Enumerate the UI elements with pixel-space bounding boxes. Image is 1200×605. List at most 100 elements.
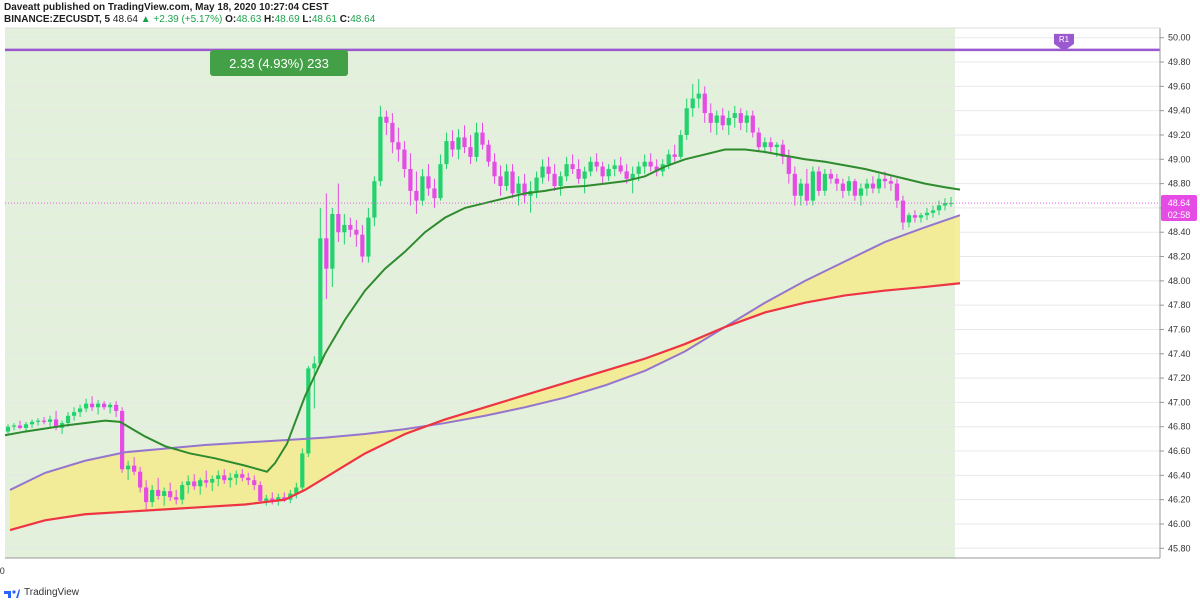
candle-body	[768, 142, 773, 148]
high-label: H:	[264, 14, 275, 25]
candle-body	[252, 480, 257, 486]
candle-body	[918, 215, 924, 218]
candle-body	[390, 122, 395, 143]
candle-body	[480, 132, 485, 145]
candle-body	[846, 181, 851, 191]
candle-body	[276, 497, 281, 501]
candle-body	[816, 171, 821, 191]
candle-body	[636, 166, 641, 174]
candle-body	[534, 177, 539, 191]
candle-body	[342, 224, 347, 233]
candle-body	[438, 164, 443, 199]
y-tick-label: 47.60	[1168, 324, 1191, 334]
y-tick-label: 47.00	[1168, 397, 1191, 407]
lower-band-line	[9, 282, 961, 532]
candle-body	[726, 117, 731, 126]
candle-body	[822, 173, 827, 191]
price-tag-box	[1161, 195, 1197, 222]
candle-body	[180, 485, 185, 500]
candle-body	[95, 403, 101, 408]
countdown-label: 02:58	[1168, 210, 1191, 220]
candle-body	[126, 465, 131, 470]
y-tick-label: 46.20	[1168, 495, 1191, 505]
measure-label-box	[210, 50, 348, 76]
candle-body	[492, 161, 497, 177]
upper-band-line	[9, 214, 961, 491]
y-tick-label: 48.40	[1168, 227, 1191, 237]
x-tick-label: 23:00	[0, 566, 5, 576]
candle-body	[936, 205, 942, 211]
candle-body	[576, 169, 581, 179]
candle-body	[282, 497, 287, 500]
candle-body	[306, 368, 311, 454]
candle-body	[474, 132, 479, 157]
candle-body	[150, 489, 155, 503]
candle-body	[516, 183, 521, 194]
candle-body	[942, 203, 948, 206]
candle-body	[450, 141, 455, 150]
candle-body	[396, 142, 401, 150]
open-value: 48.63	[236, 14, 262, 25]
candle-body	[23, 424, 29, 428]
candle-body	[900, 200, 906, 223]
candle-body	[222, 475, 227, 481]
candle-body	[408, 169, 413, 191]
price-change: ▲ +2.39 (+5.17%)	[140, 14, 223, 25]
r1-label: R1	[1059, 35, 1070, 44]
y-tick-label: 49.20	[1168, 130, 1191, 140]
candle-body	[324, 238, 329, 269]
y-tick-label: 45.80	[1168, 543, 1191, 553]
candle-body	[582, 171, 587, 179]
candle-body	[114, 404, 119, 411]
candle-body	[786, 156, 791, 174]
candle-body	[690, 98, 695, 109]
candle-body	[642, 161, 647, 167]
candle-body	[750, 115, 755, 133]
candle-body	[630, 173, 635, 179]
candle-body	[498, 176, 503, 187]
candle-body	[17, 425, 23, 428]
candle-body	[420, 176, 425, 201]
candle-body	[35, 420, 41, 422]
candle-body	[600, 166, 605, 177]
candle-body	[228, 477, 233, 481]
y-tick-label: 48.20	[1168, 252, 1191, 262]
publish-info: Daveatt published on TradingView.com, Ma…	[4, 2, 329, 13]
candle-body	[744, 115, 749, 123]
candle-body	[210, 478, 215, 483]
candle-body	[5, 426, 11, 432]
candle-body	[47, 419, 53, 422]
y-tick-label: 49.00	[1168, 154, 1191, 164]
candle-body	[852, 181, 858, 196]
candle-body	[618, 165, 623, 172]
candle-body	[468, 147, 473, 157]
candle-body	[612, 165, 617, 170]
candle-body	[684, 108, 689, 135]
candle-body	[552, 173, 557, 187]
candle-body	[840, 183, 845, 191]
symbol-label: BINANCE:ZECUSDT, 5	[4, 14, 111, 25]
candle-body	[774, 144, 779, 148]
candle-body	[384, 116, 389, 123]
y-tick-label: 47.20	[1168, 373, 1191, 383]
candle-body	[348, 224, 353, 230]
candle-body	[558, 176, 563, 187]
candle-body	[318, 238, 323, 364]
candle-body	[624, 171, 629, 179]
candle-body	[504, 171, 509, 187]
candle-body	[606, 169, 611, 177]
candle-body	[906, 215, 912, 223]
candle-body	[882, 178, 888, 182]
y-tick-label: 46.60	[1168, 446, 1191, 456]
candle-body	[870, 183, 876, 189]
candle-body	[702, 93, 707, 114]
candle-body	[714, 115, 719, 123]
candle-body	[678, 134, 683, 157]
y-tick-label: 48.80	[1168, 179, 1191, 189]
candle-body	[510, 171, 515, 194]
measure-label: 2.33 (4.93%) 233	[229, 56, 329, 71]
candle-body	[246, 477, 251, 481]
candle-body	[378, 116, 383, 182]
candle-body	[720, 115, 725, 126]
